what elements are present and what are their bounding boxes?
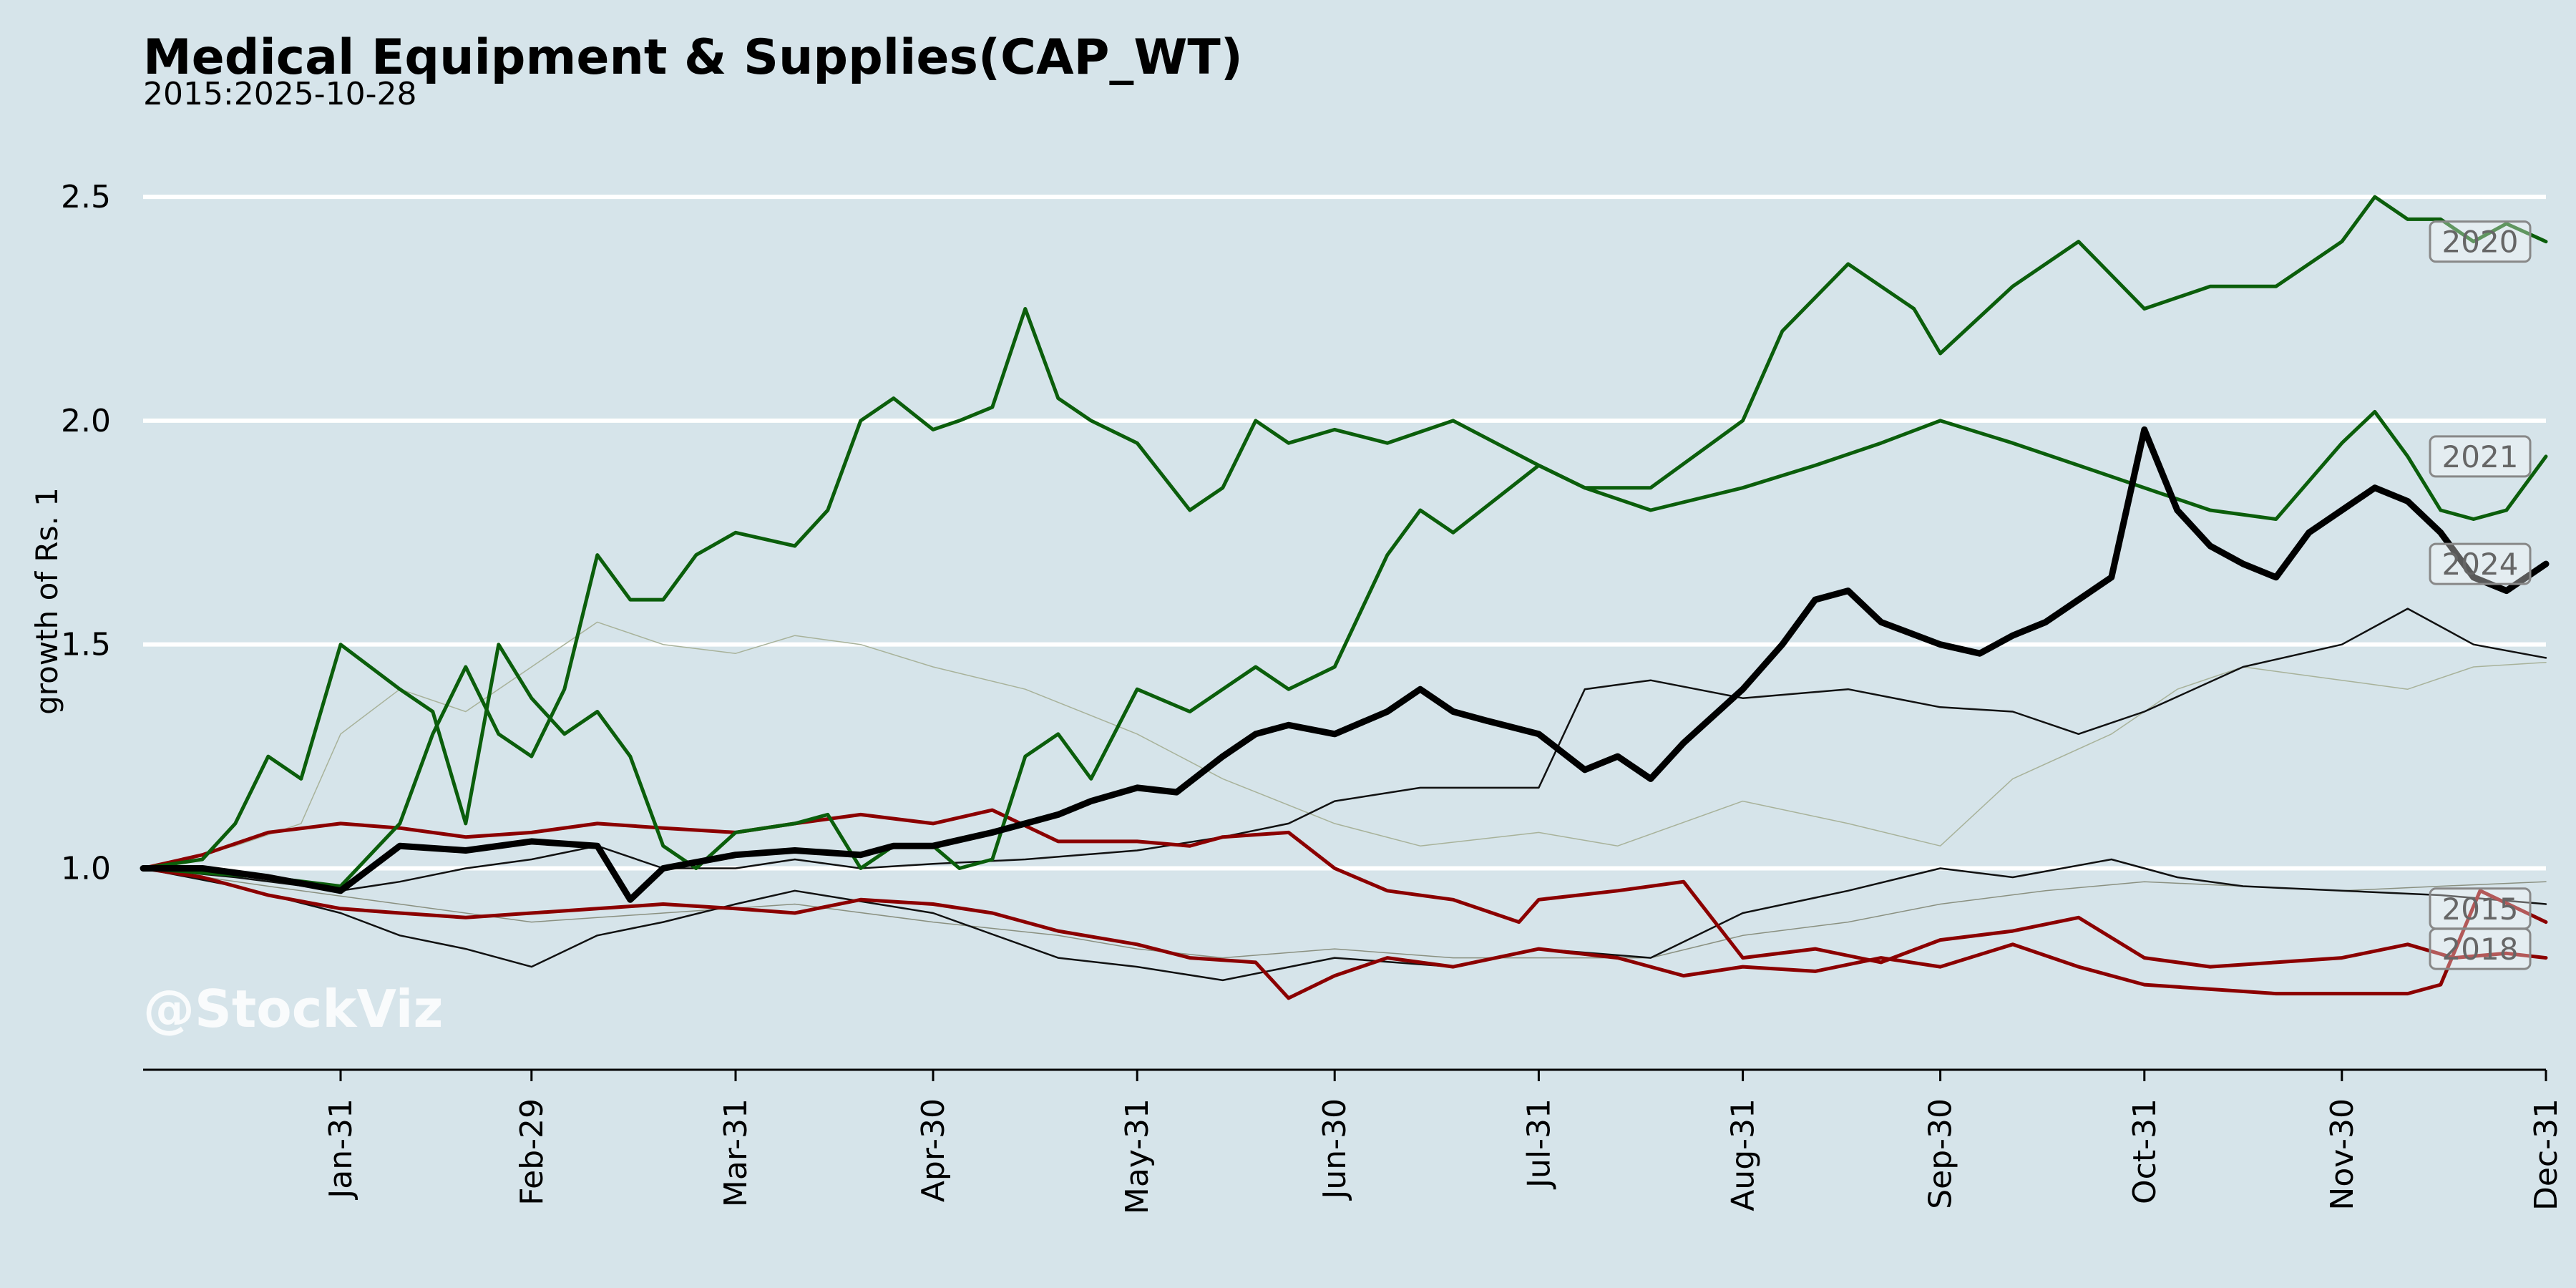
year-label: 2020 — [2442, 225, 2519, 260]
series-lines — [140, 195, 2550, 1000]
grid — [143, 195, 2546, 871]
x-tick-label: Dec-31 — [2528, 1098, 2565, 1211]
series-line — [142, 867, 2547, 959]
y-axis-label: growth of Rs. 1 — [29, 487, 64, 715]
year-label: 2018 — [2442, 932, 2519, 967]
x-tick-label: Sep-30 — [1923, 1098, 1959, 1209]
year-labels: 2020 2021 2024 2015 2018 — [2429, 220, 2532, 970]
x-tick-label: Jul-31 — [1521, 1098, 1557, 1190]
series-line — [141, 195, 2548, 870]
x-tick-label: Oct-31 — [2127, 1098, 2163, 1204]
series-line — [140, 426, 2550, 903]
year-label: 2015 — [2442, 892, 2519, 927]
axes: 1.0 1.5 2.0 2.5 Jan-31 Feb-29 Mar-31 Apr-30 May-… — [61, 179, 2565, 1214]
series-line — [141, 808, 2548, 969]
x-tick-label: Mar-31 — [718, 1098, 754, 1207]
year-label-box — [2429, 220, 2532, 263]
chart-subtitle: 2015:2025-10-28 — [143, 76, 417, 112]
y-tick-label: 2.0 — [61, 403, 111, 439]
x-tick-label: Apr-30 — [915, 1098, 952, 1202]
year-label-box — [2429, 542, 2532, 585]
series-line — [142, 858, 2547, 982]
year-label: 2024 — [2442, 547, 2519, 582]
x-tick-label: Aug-31 — [1725, 1098, 1762, 1211]
y-tick-label: 1.0 — [61, 850, 111, 887]
y-tick-label: 2.5 — [61, 179, 111, 215]
x-tick-label: Jun-30 — [1317, 1098, 1353, 1201]
chart-title: Medical Equipment & Supplies(CAP_WT) — [143, 29, 1243, 86]
year-label: 2021 — [2442, 439, 2519, 474]
series-line — [142, 608, 2547, 892]
series-line — [141, 307, 2548, 888]
y-tick-label: 1.5 — [61, 627, 111, 663]
watermark: @StockViz — [143, 979, 443, 1039]
series-line — [142, 621, 2547, 869]
x-tick-label: May-31 — [1119, 1098, 1156, 1214]
series-line — [141, 867, 2548, 1000]
year-label-box — [2429, 435, 2532, 478]
x-tick-label: Nov-30 — [2324, 1098, 2361, 1211]
x-tick-label: Feb-29 — [514, 1098, 550, 1206]
year-label-box — [2429, 927, 2532, 970]
x-tick-label: Jan-31 — [323, 1098, 359, 1201]
